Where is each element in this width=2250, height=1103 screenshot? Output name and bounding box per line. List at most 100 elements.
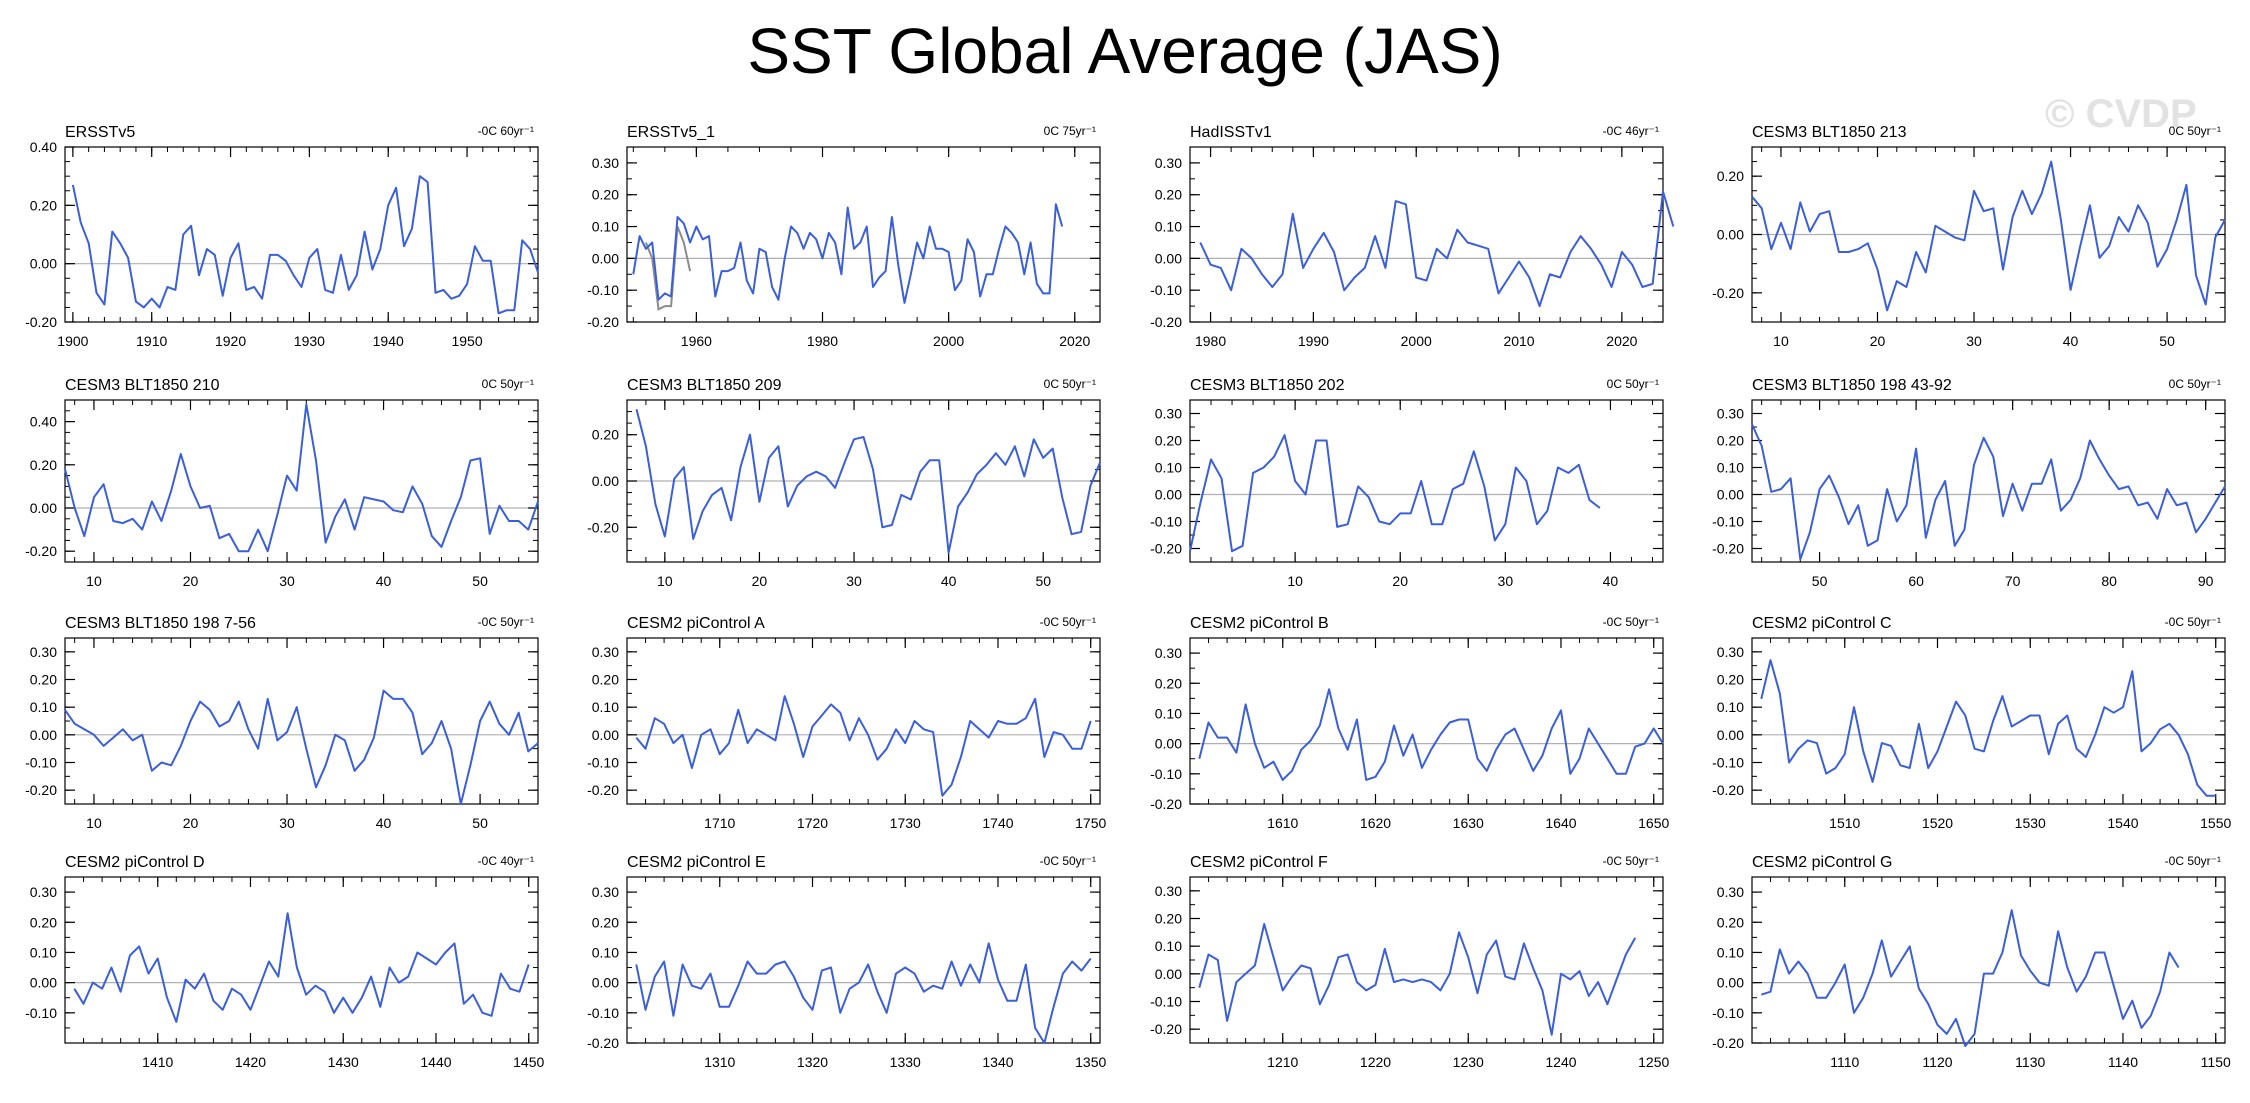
y-tick-label: -0.20 [1712, 782, 1744, 798]
x-tick-label: 20 [183, 815, 199, 831]
series-line [1189, 434, 1601, 553]
figure-title: SST Global Average (JAS) [747, 15, 1503, 87]
x-tick-label: 60 [1908, 573, 1924, 589]
x-tick-label: 10 [86, 815, 102, 831]
x-tick-label: 2000 [1401, 333, 1432, 349]
y-tick-label: 0.40 [30, 139, 57, 155]
x-tick-label: 1420 [235, 1054, 266, 1070]
y-tick-label: 0.30 [592, 884, 619, 900]
y-tick-label: -0.10 [1150, 994, 1182, 1010]
y-tick-label: -0.20 [587, 314, 619, 330]
x-tick-label: 10 [86, 573, 102, 589]
y-tick-label: 0.00 [30, 256, 57, 272]
panel-title: CESM3 BLT1850 198 7-56 [65, 615, 256, 632]
y-tick-label: 0.20 [1155, 675, 1182, 691]
x-tick-label: 40 [376, 815, 392, 831]
x-tick-label: 30 [846, 573, 862, 589]
plot-frame [1189, 637, 1664, 805]
x-tick-label: 1940 [373, 333, 404, 349]
chart-panel-2: 1960 1980 2000 2020 -0.20 -0.10 0.00 0.10 0.20 0.… [587, 124, 1101, 349]
x-tick-label: 50 [472, 815, 488, 831]
panel-title: CESM3 BLT1850 198 43-92 [1752, 377, 1952, 394]
trend-label: -0C 50yr⁻¹ [1040, 615, 1096, 629]
plot-frame [64, 399, 539, 563]
y-tick-label: 0.20 [592, 187, 619, 203]
y-tick-label: 0.20 [592, 914, 619, 930]
x-tick-label: 1150 [2201, 1054, 2231, 1070]
x-tick-label: 1510 [1829, 815, 1860, 831]
x-tick-label: 1950 [451, 333, 482, 349]
x-tick-label: 20 [1392, 573, 1408, 589]
y-tick-label: 0.20 [592, 427, 619, 443]
y-tick-label: -0.10 [25, 1005, 57, 1021]
x-tick-label: 1620 [1360, 815, 1391, 831]
plot-frame [1189, 399, 1664, 563]
trend-label: -0C 50yr⁻¹ [2165, 615, 2221, 629]
y-tick-label: 0.20 [30, 914, 57, 930]
trend-label: -0C 50yr⁻¹ [1603, 854, 1659, 868]
x-tick-label: 1910 [136, 333, 167, 349]
y-tick-label: 0.00 [30, 727, 57, 743]
x-tick-label: 20 [183, 573, 199, 589]
y-tick-label: 0.30 [592, 644, 619, 660]
x-tick-label: 30 [279, 573, 295, 589]
y-tick-label: 0.20 [1717, 914, 1744, 930]
y-tick-label: 0.00 [30, 500, 57, 516]
plot-frame [1189, 876, 1664, 1044]
series-line [1760, 909, 2180, 1047]
y-tick-label: 0.10 [592, 699, 619, 715]
x-tick-label: 1230 [1453, 1054, 1484, 1070]
x-tick-label: 1220 [1360, 1054, 1391, 1070]
y-tick-label: 0.20 [1155, 911, 1182, 927]
panel-title: ERSSTv5 [65, 124, 135, 141]
x-tick-label: 1550 [2200, 815, 2231, 831]
x-tick-label: 1930 [294, 333, 325, 349]
secondary-series-line [644, 226, 692, 311]
trend-label: 0C 75yr⁻¹ [1044, 124, 1096, 138]
plot-frame [1751, 876, 2226, 1044]
panel-title: ERSSTv5_1 [627, 124, 715, 141]
y-tick-label: 0.00 [1717, 487, 1744, 503]
x-tick-label: 2020 [1606, 333, 1637, 349]
series-line [635, 695, 1092, 797]
y-tick-label: 0.30 [1155, 406, 1182, 422]
y-tick-label: 0.10 [1155, 460, 1182, 476]
x-tick-label: 1440 [420, 1054, 451, 1070]
plot-frame [626, 876, 1101, 1044]
y-tick-label: -0.20 [1150, 796, 1182, 812]
x-tick-label: 2010 [1503, 333, 1534, 349]
series-line [1198, 923, 1637, 1036]
panel-title: CESM2 piControl D [65, 854, 205, 871]
x-tick-label: 1980 [1195, 333, 1226, 349]
panel-title: CESM2 piControl A [627, 615, 765, 632]
x-tick-label: 70 [2005, 573, 2021, 589]
y-tick-label: 0.20 [30, 197, 57, 213]
y-tick-label: 0.20 [1717, 433, 1744, 449]
y-tick-label: -0.20 [25, 782, 57, 798]
x-tick-label: 40 [2063, 333, 2079, 349]
x-tick-label: 1320 [797, 1054, 828, 1070]
y-tick-label: 0.20 [30, 672, 57, 688]
panel-title: CESM3 BLT1850 213 [1752, 124, 1907, 141]
y-tick-label: -0.20 [587, 519, 619, 535]
y-tick-label: 0.00 [592, 250, 619, 266]
x-tick-label: 1540 [2107, 815, 2138, 831]
y-tick-label: 0.00 [1717, 975, 1744, 991]
x-tick-label: 1710 [704, 815, 735, 831]
y-tick-label: 0.30 [30, 884, 57, 900]
y-tick-label: -0.10 [1150, 282, 1182, 298]
y-tick-label: -0.10 [25, 755, 57, 771]
y-tick-label: 0.00 [1717, 727, 1744, 743]
panel-title: CESM2 piControl E [627, 854, 766, 871]
y-tick-label: 0.00 [592, 727, 619, 743]
series-line [1199, 190, 1675, 308]
y-tick-label: 0.20 [1155, 187, 1182, 203]
trend-label: -0C 40yr⁻¹ [478, 854, 534, 868]
x-tick-label: 1110 [1830, 1054, 1859, 1070]
x-tick-label: 1960 [681, 333, 712, 349]
y-tick-label: 0.10 [1717, 699, 1744, 715]
y-tick-label: 0.30 [1717, 884, 1744, 900]
plot-frame [1751, 399, 2226, 563]
x-tick-label: 1980 [807, 333, 838, 349]
